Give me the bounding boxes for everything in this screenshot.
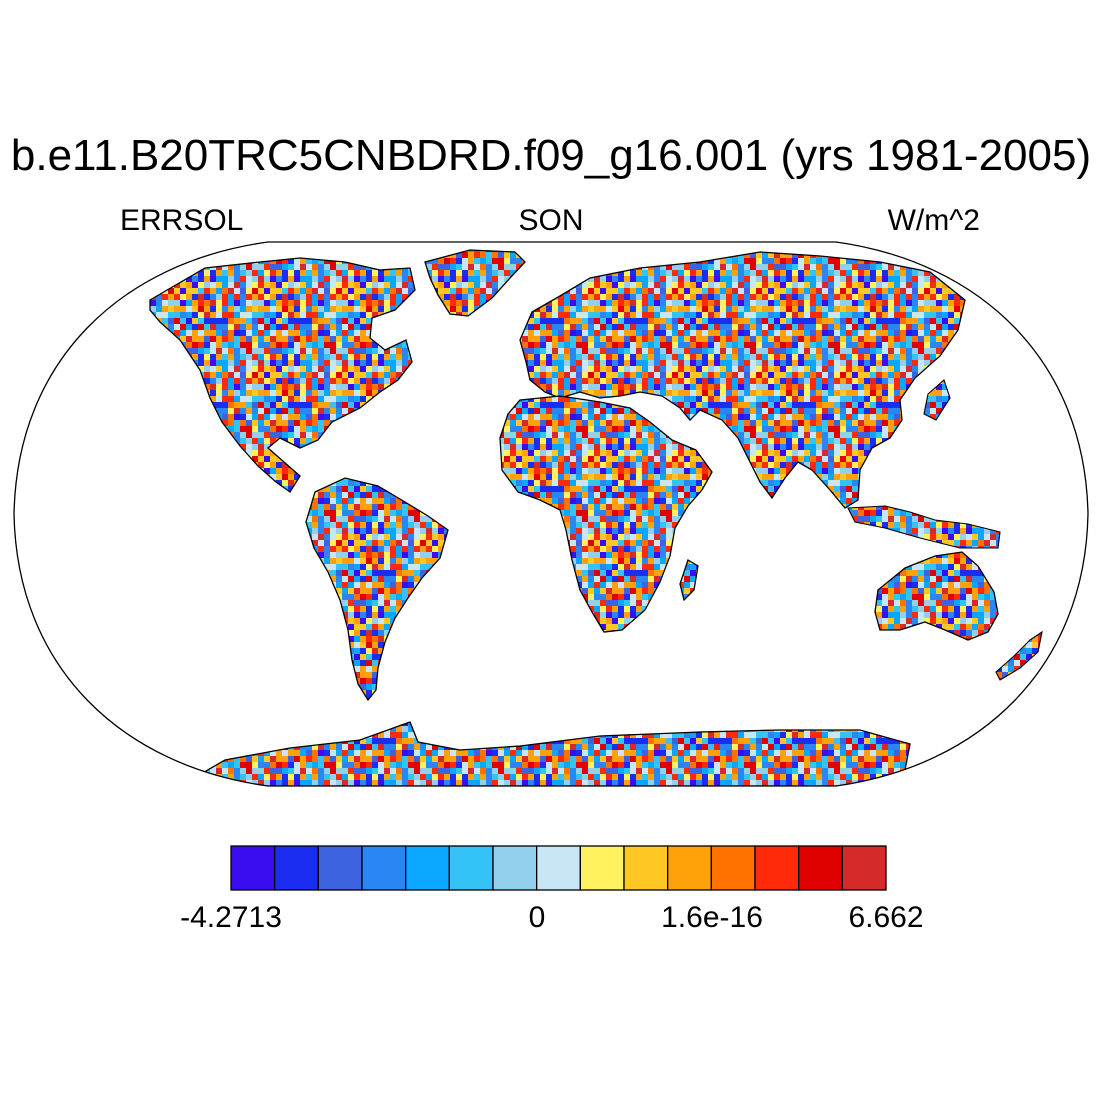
antarctica xyxy=(177,721,911,786)
plot-title: b.e11.B20TRC5CNBDRD.f09_g16.001 (yrs 198… xyxy=(10,131,1092,180)
madagascar xyxy=(679,559,699,602)
colorbar-box xyxy=(448,845,494,891)
map-outline xyxy=(13,241,1089,787)
australia xyxy=(874,551,999,641)
colorbar-box xyxy=(405,845,450,891)
colorbar-box xyxy=(710,845,756,891)
colorbar-box xyxy=(798,845,843,891)
colorbar-label-max: 6.662 xyxy=(848,901,924,934)
north-america xyxy=(149,257,416,493)
colorbar-label-min: -4.2713 xyxy=(180,901,282,934)
land-layer xyxy=(149,249,1043,786)
colorbar-box xyxy=(841,845,887,891)
colorbar-box xyxy=(274,845,319,891)
left-string: ERRSOL xyxy=(120,204,244,237)
japan xyxy=(923,379,951,421)
colorbar-box xyxy=(623,845,669,891)
greenland xyxy=(424,249,526,317)
africa xyxy=(499,395,713,633)
southeast-asia-islands xyxy=(847,505,1001,549)
colorbar xyxy=(230,845,887,891)
colorbar-label-epsilon: 1.6e-16 xyxy=(661,901,763,934)
colorbar-box xyxy=(579,845,625,891)
colorbar-box xyxy=(492,845,538,891)
center-string: SON xyxy=(518,204,584,237)
units-string: W/m^2 xyxy=(887,204,980,237)
colorbar-box xyxy=(667,845,712,891)
colorbar-box xyxy=(317,845,363,891)
colorbar-box xyxy=(230,845,276,891)
south-america xyxy=(305,477,449,702)
eurasia xyxy=(519,251,966,509)
colorbar-label-zero: 0 xyxy=(528,901,546,934)
colorbar-box xyxy=(536,845,581,891)
colorbar-box xyxy=(361,845,407,891)
colorbar-box xyxy=(754,845,800,891)
new-zealand xyxy=(995,630,1043,681)
